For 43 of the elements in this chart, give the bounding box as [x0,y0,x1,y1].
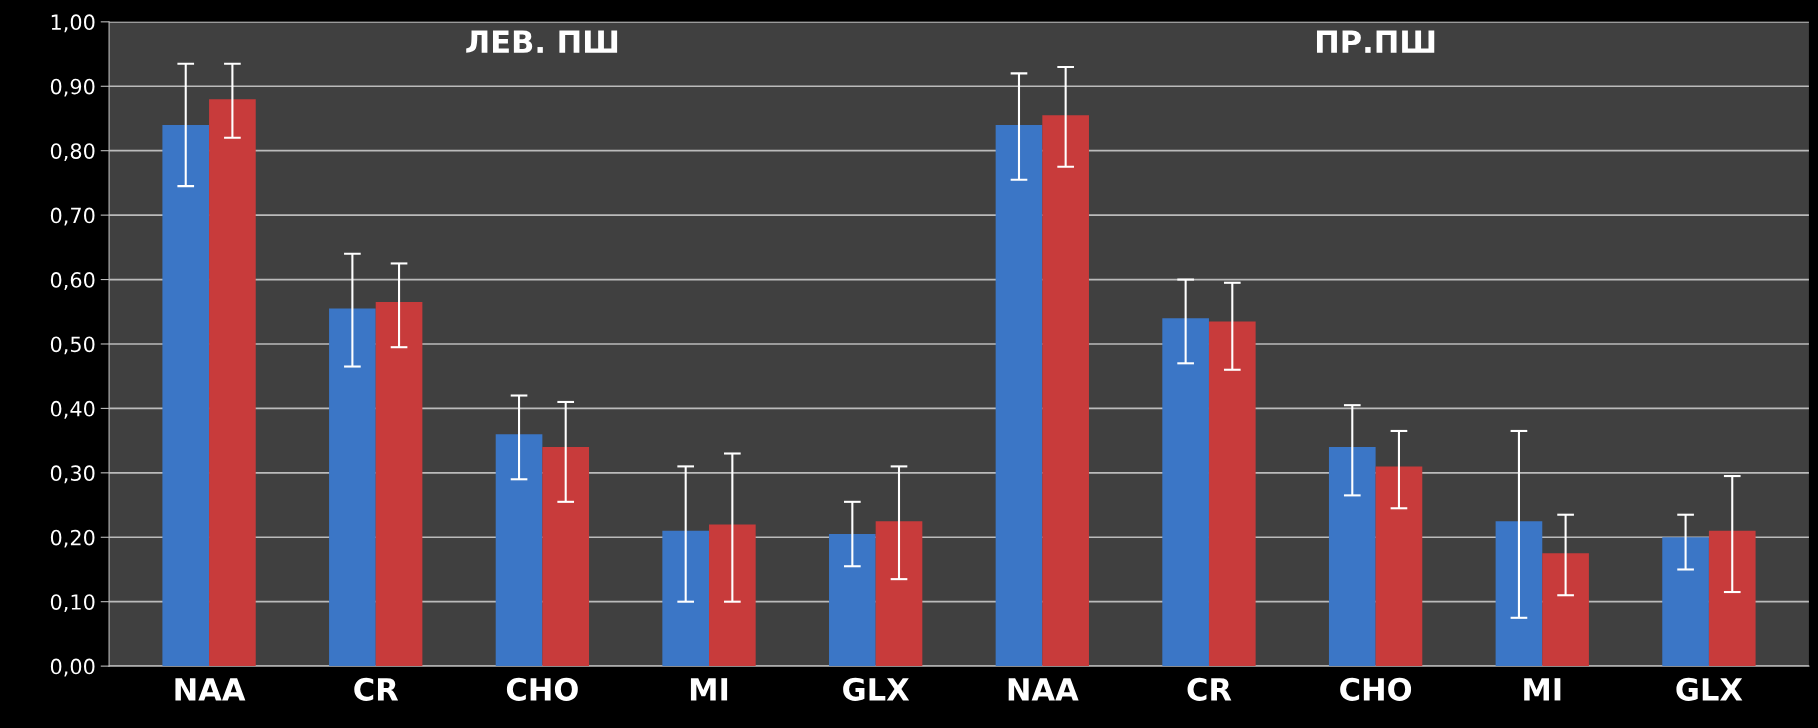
y-tick-label: 0,30 [50,465,95,484]
x-tick-label: CR [1187,677,1232,701]
x-tick-label: MI [690,678,728,701]
bar [1162,318,1209,667]
x-tick-label: NAA [175,678,246,701]
bar [542,447,590,667]
bar [662,530,710,667]
y-tick-label: 1,00 [51,14,95,33]
annotation: ПР.ПШ [1316,30,1435,53]
bar [1328,447,1376,667]
y-tick-label: 0,50 [50,336,95,355]
bar [1542,553,1589,667]
bar [495,434,543,667]
bar [1208,321,1256,667]
bar [709,524,756,667]
bar [829,534,876,667]
bar [1042,115,1089,667]
x-tick-label: GLX [1676,677,1743,701]
bar [209,99,256,667]
y-tick-label: 0,10 [50,594,95,613]
bar [875,521,923,667]
bar [1375,466,1423,667]
bar [329,308,376,667]
x-tick-label: CHO [506,677,578,701]
x-tick-label: CR [354,677,399,701]
y-tick-label: 0,00 [50,658,95,677]
annotation: ЛЕВ. ПШ [466,30,618,53]
x-tick-label: NAA [1008,678,1079,701]
x-tick-label: CHO [1340,677,1412,701]
bar [1495,521,1543,667]
y-tick-label: 0,40 [50,400,95,419]
y-tick-label: 0,20 [50,529,95,548]
bar [995,124,1043,667]
y-tick-label: 0,60 [50,272,95,290]
x-tick-label: MI [1524,678,1561,701]
y-tick-label: 0,90 [50,78,95,97]
bar [162,124,210,667]
y-tick-label: 0,80 [50,143,95,162]
bar [375,302,423,667]
bar [1662,537,1709,667]
bar [1708,530,1756,667]
y-tick-label: 0,70 [50,207,95,226]
x-tick-label: GLX [843,677,910,701]
